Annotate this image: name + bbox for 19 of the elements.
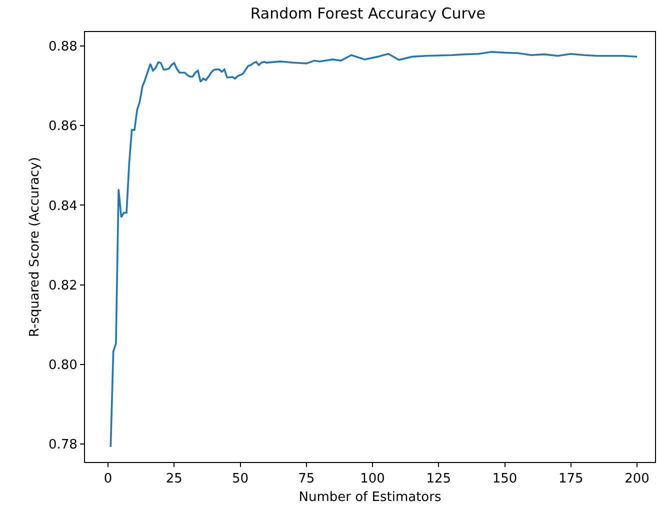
y-tick-label: 0.82 <box>48 278 78 294</box>
y-tick-label: 0.78 <box>48 438 78 453</box>
x-tick-label: 0 <box>104 472 112 487</box>
x-tick-label: 75 <box>298 472 315 487</box>
x-tick-label: 125 <box>426 472 452 487</box>
x-tick-label: 25 <box>166 472 182 487</box>
x-tick-label: 100 <box>360 472 385 487</box>
x-tick-label: 175 <box>558 472 584 487</box>
x-tick-label: 150 <box>492 472 518 487</box>
y-tick-label: 0.84 <box>48 198 78 214</box>
y-axis-title: R-squared Score (Accuracy) <box>27 157 42 337</box>
y-tick-label: 0.86 <box>48 119 78 134</box>
x-tick-label: 50 <box>232 472 249 487</box>
y-tick-label: 0.88 <box>48 39 78 54</box>
x-axis-title: Number of Estimators <box>298 490 442 506</box>
y-tick-label: 0.80 <box>48 358 78 373</box>
chart-title: Random Forest Accuracy Curve <box>250 4 486 22</box>
line-series <box>110 51 638 448</box>
x-tick-label: 200 <box>624 472 650 487</box>
